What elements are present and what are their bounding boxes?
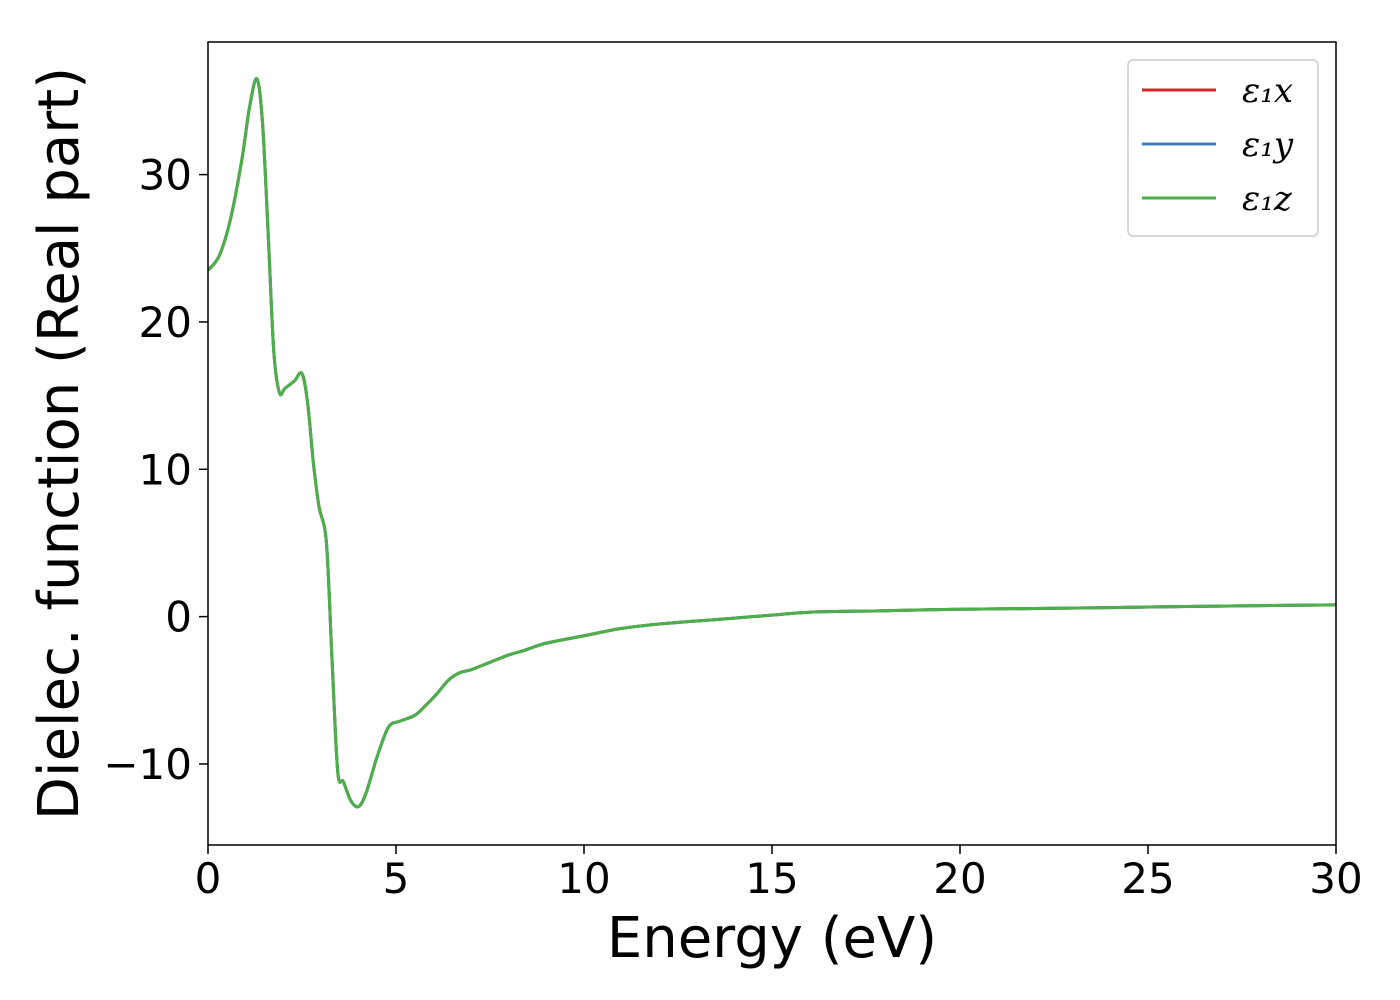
series-line-3 — [208, 77, 1336, 809]
y-axis: −10 0 10 20 30 — [103, 151, 208, 789]
x-tick-label: 25 — [1121, 854, 1174, 903]
y-tick-label: 20 — [139, 298, 192, 347]
y-tick-label: 30 — [139, 151, 192, 200]
series-group — [208, 77, 1336, 809]
x-tick-label: 30 — [1309, 854, 1362, 903]
legend-box — [1127, 59, 1319, 237]
x-tick-label: 15 — [745, 854, 798, 903]
legend-entry-3: ε₁z — [1242, 179, 1293, 219]
y-tick-label: 10 — [139, 445, 192, 494]
x-axis-title: Energy (eV) — [607, 906, 937, 971]
y-tick-label: 0 — [165, 593, 192, 642]
legend-entry-1: ε₁x — [1242, 71, 1293, 111]
x-tick-label: 10 — [557, 854, 610, 903]
y-axis-title: Dielec. function (Real part) — [27, 67, 92, 820]
legend-entry-2: ε₁y — [1242, 125, 1294, 165]
x-axis: 0 5 10 15 20 25 30 — [195, 845, 1363, 903]
y-tick-label: −10 — [103, 740, 192, 789]
x-tick-label: 5 — [383, 854, 410, 903]
x-tick-label: 0 — [195, 854, 222, 903]
x-tick-label: 20 — [933, 854, 986, 903]
legend: ε₁x ε₁y ε₁z — [1127, 59, 1319, 237]
